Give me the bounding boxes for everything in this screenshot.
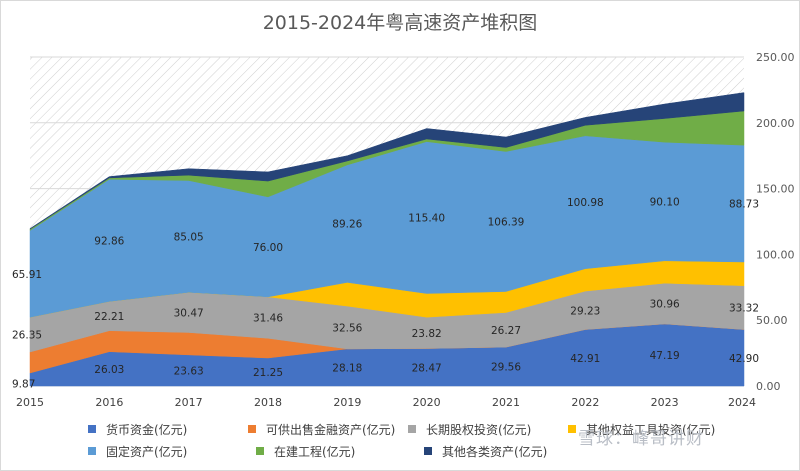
x-tick-label: 2023: [651, 396, 679, 409]
x-tick-label: 2021: [492, 396, 520, 409]
y-tick-label: 100.00: [756, 248, 795, 261]
legend-swatch: [424, 447, 432, 455]
legend-row: 固定资产(亿元) 在建工程(亿元) 其他各类资产(亿元): [88, 440, 728, 462]
data-label: 88.73: [729, 199, 759, 211]
x-tick-label: 2015: [16, 396, 44, 409]
data-label: 28.18: [332, 362, 362, 374]
legend-label: 其他各类资产(亿元): [442, 444, 548, 459]
legend-label: 货币资金(亿元): [106, 422, 188, 437]
legend-swatch: [248, 425, 256, 433]
legend-row: 货币资金(亿元) 可供出售金融资产(亿元) 长期股权投资(亿元) 其他权益工具投资(亿…: [88, 418, 728, 440]
data-label: 21.25: [253, 367, 283, 379]
y-tick-label: 50.00: [756, 314, 788, 327]
legend-item: 固定资产(亿元): [88, 443, 256, 460]
data-label: 47.19: [650, 350, 680, 362]
legend: 货币资金(亿元) 可供出售金融资产(亿元) 长期股权投资(亿元) 其他权益工具投资(亿…: [88, 418, 728, 462]
data-label: 90.10: [650, 196, 680, 208]
data-label: 26.27: [491, 325, 521, 337]
series-area-6: [29, 92, 745, 230]
data-label: 28.47: [412, 362, 442, 374]
data-label: 31.46: [253, 313, 283, 325]
legend-item: 其他权益工具投资(亿元): [568, 421, 728, 438]
series-areas: [29, 92, 745, 387]
legend-item: 货币资金(亿元): [88, 421, 248, 438]
legend-label: 长期股权投资(亿元): [426, 422, 532, 437]
x-tick-label: 2019: [333, 396, 361, 409]
data-label: 92.86: [94, 235, 124, 247]
legend-label: 固定资产(亿元): [106, 444, 188, 459]
legend-item: 可供出售金融资产(亿元): [248, 421, 408, 438]
chart-title: 2015-2024年粤高速资产堆积图: [262, 12, 538, 34]
legend-label: 在建工程(亿元): [274, 444, 356, 459]
legend-swatch: [568, 425, 576, 433]
data-label: 100.98: [567, 197, 604, 209]
x-axis: 2015 2016 2017 2018 2019 2020 2021 2022 2023 2024: [16, 396, 756, 409]
legend-label: 其他权益工具投资(亿元): [586, 422, 716, 437]
y-axis: 0.00 50.00 100.00 150.00 200.00 250.00: [756, 51, 795, 393]
x-tick-label: 2024: [728, 396, 756, 409]
legend-swatch: [88, 447, 96, 455]
x-tick-label: 2018: [254, 396, 282, 409]
y-tick-label: 0.00: [756, 380, 781, 393]
data-label: 85.05: [174, 231, 204, 243]
legend-swatch: [408, 425, 416, 433]
x-tick-label: 2020: [413, 396, 441, 409]
y-tick-label: 250.00: [756, 51, 795, 64]
data-label: 115.40: [408, 213, 445, 225]
legend-item: 其他各类资产(亿元): [424, 443, 592, 460]
data-label: 29.56: [491, 362, 521, 374]
data-label: 76.00: [253, 242, 283, 254]
data-label: 106.39: [488, 216, 525, 228]
x-tick-label: 2017: [175, 396, 203, 409]
data-label: 33.32: [729, 303, 759, 315]
data-label: 9.87: [12, 378, 35, 390]
data-label: 26.35: [12, 330, 42, 342]
y-tick-label: 150.00: [756, 183, 795, 196]
data-label: 30.96: [650, 299, 680, 311]
legend-swatch: [256, 447, 264, 455]
data-label: 42.91: [570, 353, 600, 365]
y-tick-label: 200.00: [756, 117, 795, 130]
data-label: 23.82: [412, 328, 442, 340]
data-label: 26.03: [94, 364, 124, 376]
data-label: 89.26: [332, 219, 362, 231]
legend-label: 可供出售金融资产(亿元): [266, 422, 396, 437]
data-label: 23.63: [174, 365, 204, 377]
data-label: 65.91: [12, 269, 42, 281]
legend-item: 长期股权投资(亿元): [408, 421, 568, 438]
data-label: 30.47: [174, 307, 204, 319]
data-label: 29.23: [570, 305, 600, 317]
data-labels: 9.87 26.03 23.63 21.25 28.18 28.47 29.56 42.91 4…: [12, 196, 759, 390]
data-label: 22.21: [94, 311, 124, 323]
data-label: 42.90: [729, 353, 759, 365]
x-tick-label: 2016: [95, 396, 123, 409]
legend-swatch: [88, 425, 96, 433]
legend-item: 在建工程(亿元): [256, 443, 424, 460]
data-label: 32.56: [332, 322, 362, 334]
watermark: 雪球：峰哥讲财: [578, 429, 704, 449]
x-tick-label: 2022: [571, 396, 599, 409]
